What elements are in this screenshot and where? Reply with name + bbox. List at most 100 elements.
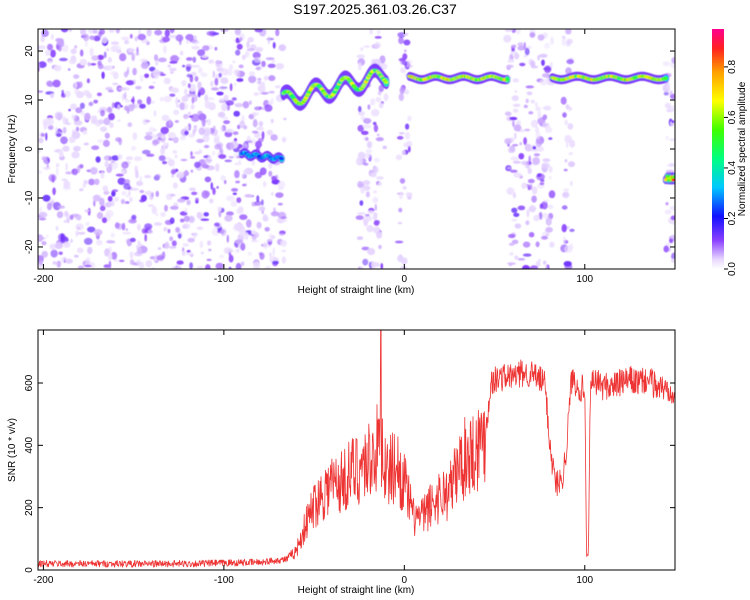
spectrogram-cell: [56, 211, 64, 219]
spectrogram-cell: [213, 137, 220, 145]
spectrogram-cell: [230, 200, 238, 207]
spectrogram-cell: [186, 94, 192, 97]
spectrogram-cell: [371, 109, 380, 117]
spectrogram-cell: [135, 170, 139, 179]
spectrogram-cell: [251, 229, 257, 235]
spectrogram-cell: [139, 74, 144, 83]
spectrogram-cell: [162, 36, 171, 43]
spectrogram-cell: [190, 169, 194, 173]
spectrogram-cell: [108, 89, 114, 93]
spectrogram-cell: [139, 189, 145, 194]
spectrogram-cell: [185, 251, 194, 256]
spectrogram-cell: [190, 151, 193, 157]
spectrogram-cell: [238, 33, 245, 41]
spectrogram-cell: [195, 197, 199, 202]
spectrogram-cell: [268, 252, 273, 258]
spectrogram-cell: [669, 205, 675, 211]
spectrogram-cell: [110, 232, 115, 238]
spectrogram-cell: [194, 75, 199, 82]
spectrogram-cell: [80, 29, 87, 36]
spectrogram-cell: [136, 224, 141, 231]
spectrogram-cell: [128, 219, 137, 224]
spectrogram-cell: [526, 91, 533, 96]
spectrogram-cell: [562, 192, 569, 198]
spectrogram-cell: [46, 202, 52, 211]
spectrogram-cell: [251, 112, 257, 117]
spectrogram-cell: [670, 93, 675, 100]
spectrogram-cell: [169, 34, 178, 39]
spectrogram-cell: [74, 45, 78, 49]
spectrogram-cell: [94, 178, 100, 185]
spectrogram-cell: [235, 248, 240, 253]
spectrogram-cell: [359, 200, 364, 206]
spectrogram-cell: [38, 234, 44, 242]
spectrogram-cell: [68, 108, 71, 112]
spectrogram-cell: [144, 190, 153, 196]
spectrogram-cell: [270, 118, 274, 124]
spectrogram-cell: [173, 109, 180, 116]
spectrogram-cell: [504, 111, 512, 116]
spectrogram-cell: [398, 207, 403, 213]
spectrogram-cell: [191, 64, 201, 68]
spectrogram-cell: [226, 68, 233, 76]
spectrogram-cell: [563, 236, 566, 244]
snr-ticks: -200 -100 0 100 0 200 400 600: [24, 330, 675, 586]
spectrogram-cell: [190, 156, 196, 159]
spectrogram-cell: [129, 251, 134, 259]
spectrogram-cell: [199, 240, 204, 249]
spectrogram-cell: [160, 211, 166, 218]
spectrogram-cell: [537, 173, 542, 178]
spectrogram-cell: [42, 194, 51, 202]
spectrogram-cell: [202, 134, 210, 143]
spectrogram-cell: [175, 97, 179, 105]
spectrogram-cell: [236, 197, 242, 204]
spectrogram-cell: [378, 84, 384, 92]
spectrogram-cell: [565, 29, 572, 35]
spectrogram-cell: [193, 151, 201, 155]
spectrogram-cell: [242, 183, 247, 187]
spectrogram-cell: [238, 64, 244, 69]
spectrogram-cell: [121, 36, 130, 41]
spectrogram-cell: [197, 110, 203, 116]
spectrogram-cell: [62, 116, 67, 125]
spectrogram-cell: [244, 51, 250, 58]
spectrogram-cell: [365, 149, 373, 154]
spectrogram-cell: [125, 105, 128, 112]
spectrogram-cell: [219, 97, 225, 102]
spectrogram-cell: [560, 96, 567, 105]
y-tick-label: -20: [24, 239, 35, 254]
spectrogram-cell: [171, 87, 179, 93]
spectrogram-cell: [93, 99, 99, 104]
spectrogram-cell: [240, 242, 246, 251]
spectrogram-cell: [97, 139, 104, 144]
spectrogram-cell: [528, 58, 534, 66]
spectrogram-cell: [133, 79, 136, 85]
spectrogram-cell: [378, 181, 382, 187]
spectrogram-cell: [253, 57, 262, 63]
spectrogram-cell: [374, 203, 377, 211]
spectrogram-cell: [272, 42, 276, 49]
colorbar: 0.0 0.2 0.4 0.6 0.8 Normalized spectral ampl…: [712, 29, 748, 276]
spectrogram-cell: [521, 160, 530, 166]
spectrogram-cell: [118, 259, 125, 263]
spectrogram-cell: [378, 102, 384, 109]
spectrogram-cell: [65, 122, 72, 126]
spectrogram-cell: [38, 259, 44, 266]
spectrogram-cell: [60, 257, 64, 264]
spectrogram-cell: [375, 137, 384, 142]
spectrogram-cell: [511, 95, 519, 102]
spectrogram-cell: [102, 185, 109, 192]
spectrogram-cell: [407, 115, 412, 122]
spectrogram-cell: [84, 209, 90, 213]
spectrogram-cell: [41, 156, 48, 161]
spectrogram-cell: [170, 205, 179, 210]
spectrogram-cell: [362, 124, 372, 129]
spectrogram-cell: [56, 113, 62, 121]
spectrogram-cell: [212, 187, 216, 195]
spectrogram-cell: [50, 249, 58, 258]
spectrogram-cell: [543, 260, 547, 265]
spectrogram-cell: [134, 36, 139, 42]
spectrogram-cell: [89, 35, 95, 41]
